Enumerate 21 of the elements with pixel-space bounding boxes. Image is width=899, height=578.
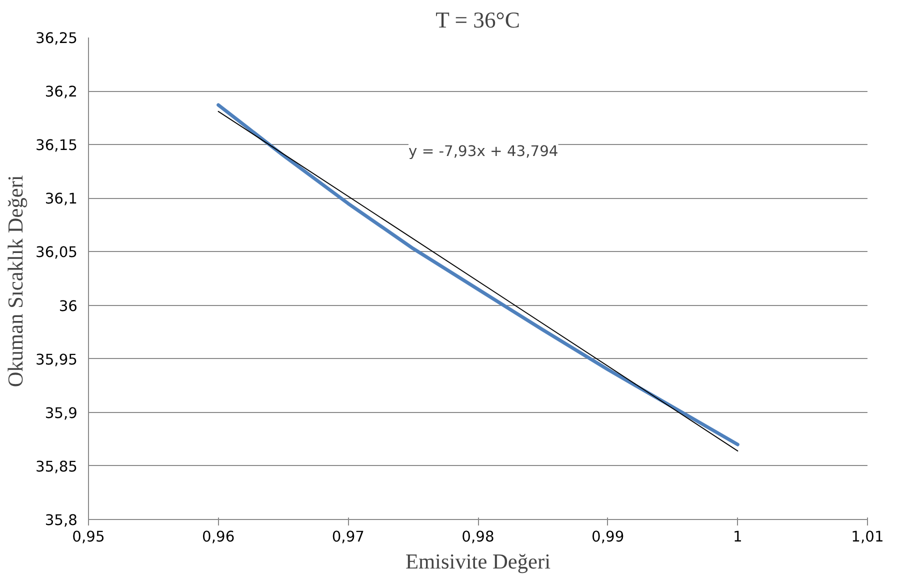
x-tick-label: 1,01 xyxy=(851,528,884,546)
y-tick-label: 36 xyxy=(58,298,78,315)
x-tick-label: 0,99 xyxy=(592,528,624,546)
chart-title: T = 36°C xyxy=(436,8,520,32)
y-tick-label: 36,05 xyxy=(36,244,78,262)
x-tick-label: 0,95 xyxy=(72,528,105,546)
y-tick-label: 36,25 xyxy=(36,30,78,47)
y-tick-label: 36,15 xyxy=(36,137,78,154)
y-tick-label: 35,9 xyxy=(44,404,78,422)
x-tick-label: 0,96 xyxy=(202,528,235,546)
x-tick-label: 0,97 xyxy=(332,528,364,546)
y-tick-label: 35,85 xyxy=(36,458,78,476)
y-tick-label: 35,8 xyxy=(44,512,78,529)
annotation: y = -7,93x + 43,794 xyxy=(408,143,558,160)
x-tick-label: 1 xyxy=(733,528,742,546)
x-axis-title: Emisivite Değeri xyxy=(405,550,551,574)
x-tick-label: 0,98 xyxy=(462,528,494,546)
y-tick-label: 36,1 xyxy=(44,190,78,208)
y-tick-label: 36,2 xyxy=(44,84,78,101)
y-axis-title: Okuman Sıcaklık Değeri xyxy=(4,175,28,388)
y-tick-label: 35,95 xyxy=(36,351,78,368)
